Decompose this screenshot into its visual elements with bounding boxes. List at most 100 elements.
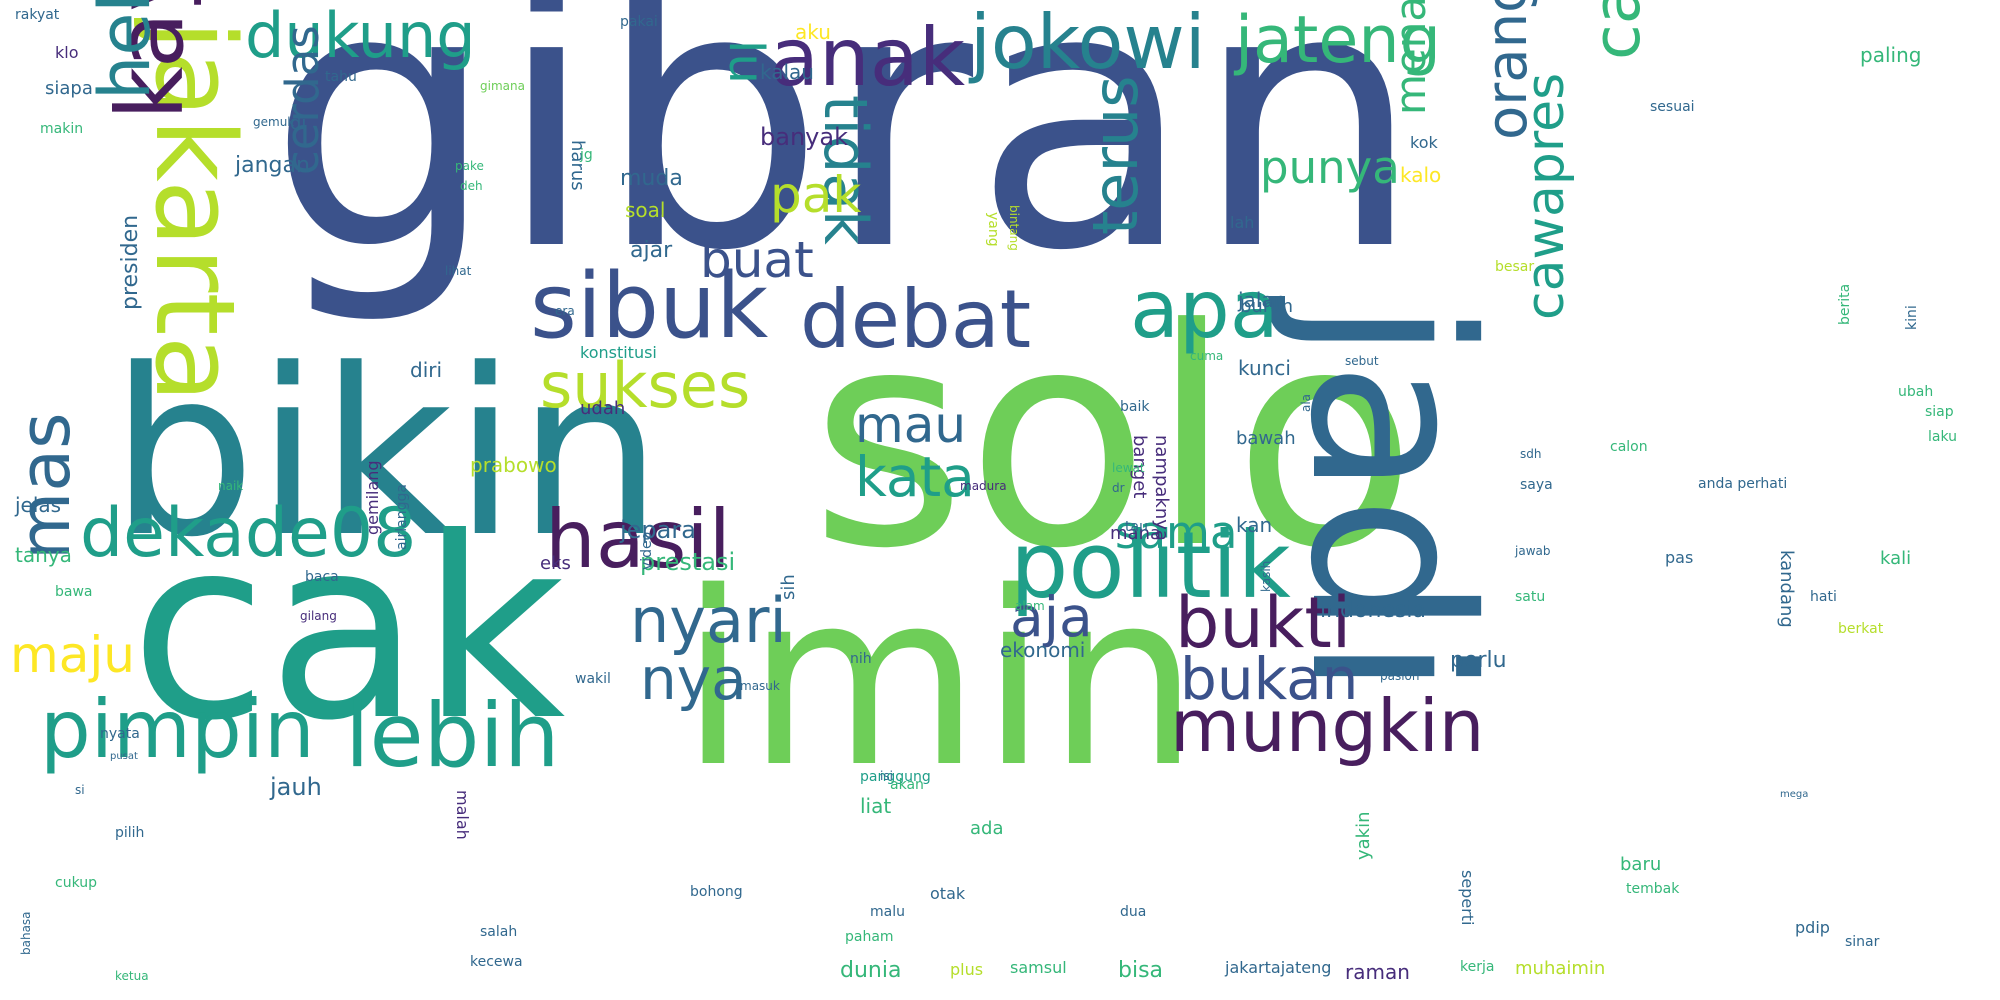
word-terus: terus bbox=[1079, 75, 1152, 235]
word-pas: pas bbox=[1665, 548, 1694, 567]
word-dr: dr bbox=[1112, 481, 1125, 495]
word-baru: baru bbox=[1620, 854, 1662, 875]
word-buat: buat bbox=[700, 231, 814, 289]
word-maju: maju bbox=[10, 626, 135, 684]
word-sibuk: sibuk bbox=[530, 254, 769, 359]
word-si: si bbox=[75, 783, 85, 797]
word-indonesia: indonesia bbox=[1320, 598, 1427, 623]
word-bukan: bukan bbox=[1180, 645, 1359, 713]
word-mau: mau bbox=[855, 396, 967, 454]
word-prabowo: prabowo bbox=[470, 453, 557, 477]
word-jateng: jateng bbox=[1235, 3, 1441, 78]
word-menang: menang bbox=[1386, 0, 1435, 115]
word-saya: saya bbox=[1520, 477, 1553, 493]
word-isi: isi bbox=[880, 769, 893, 783]
word-di: di bbox=[290, 113, 307, 134]
word-cuma: cuma bbox=[1190, 349, 1224, 363]
word-bohong: bohong bbox=[690, 884, 743, 900]
word-udah: udah bbox=[580, 398, 626, 419]
word-presiden: presiden bbox=[118, 214, 143, 310]
word-debat: debat bbox=[800, 273, 1032, 366]
word-tahu: tahu bbox=[325, 69, 357, 85]
word-bukti: bukti bbox=[1175, 582, 1352, 664]
word-tembak: tembak bbox=[1626, 881, 1680, 897]
word-panggung: panggung bbox=[860, 769, 931, 785]
word-cukup: cukup bbox=[55, 875, 98, 891]
word-siapa: siapa bbox=[45, 78, 93, 99]
word-pusat: pusat bbox=[110, 751, 138, 762]
word-nyari: nyari bbox=[630, 584, 787, 657]
word-kali: kali bbox=[1880, 548, 1912, 569]
word-kalo: kalo bbox=[1400, 163, 1442, 187]
word-pilih: pilih bbox=[115, 825, 145, 841]
word-bahasa: bahasa bbox=[19, 911, 33, 955]
word-ada: ada bbox=[970, 818, 1004, 839]
word-siap: siap bbox=[1925, 404, 1954, 420]
word-bikin: bikin bbox=[110, 321, 663, 588]
word-kalau: kalau bbox=[760, 60, 814, 84]
word-salah: salah bbox=[480, 924, 518, 940]
word-dua: dua bbox=[1120, 904, 1147, 920]
word-makin: makin bbox=[40, 121, 84, 137]
word-jalan: jalan bbox=[1238, 288, 1287, 312]
word-diri: diri bbox=[410, 358, 443, 382]
word-malah: malah bbox=[453, 790, 472, 840]
word-samsul: samsul bbox=[1010, 958, 1067, 977]
word-aku: aku bbox=[795, 20, 831, 44]
word-liat: liat bbox=[860, 794, 892, 818]
word-plus: plus bbox=[950, 960, 984, 979]
word-kok: kok bbox=[1410, 133, 1438, 152]
word-sdh: sdh bbox=[1520, 447, 1542, 461]
word-ekonomi: ekonomi bbox=[1000, 638, 1086, 662]
word-satu: satu bbox=[1515, 589, 1546, 605]
word-gemilang: gemilang bbox=[363, 460, 382, 535]
word-lebih: lebih bbox=[345, 684, 560, 787]
word-konstitusi: konstitusi bbox=[580, 343, 657, 362]
word-anak: anak bbox=[770, 11, 966, 104]
word-politik: politik bbox=[1010, 512, 1291, 619]
word-lewat: lewat bbox=[1112, 461, 1145, 475]
word-paham: paham bbox=[845, 929, 894, 945]
word-nya: nya bbox=[640, 645, 747, 713]
word-kunci: kunci bbox=[1238, 356, 1291, 380]
word-ala: ala bbox=[1299, 393, 1313, 412]
word-banyak: banyak bbox=[760, 123, 848, 151]
word-pimpin: pimpin bbox=[40, 683, 315, 776]
word-gilang: gilang bbox=[300, 609, 337, 623]
word-lah: lah bbox=[1230, 213, 1255, 232]
word-kandang: kandang bbox=[1776, 550, 1797, 628]
word-bawah: bawah bbox=[1236, 428, 1296, 449]
word-mungkin: mungkin bbox=[1170, 684, 1485, 768]
word-sebut: sebut bbox=[1345, 354, 1379, 368]
word-soal: soal bbox=[625, 198, 666, 222]
word-gibran: gibran bbox=[268, 0, 1422, 329]
word-kini: kini bbox=[1904, 305, 1920, 330]
word-yakin: yakin bbox=[1353, 811, 1374, 860]
word-apa: apa bbox=[1130, 263, 1279, 356]
word-hasil: hasil bbox=[545, 493, 731, 586]
word-masuk: masuk bbox=[740, 679, 780, 693]
word-perlu: perlu bbox=[1450, 648, 1507, 673]
word-punya: punya bbox=[1260, 141, 1400, 194]
word-buruh: buruh bbox=[1240, 296, 1294, 317]
word-nih: nih bbox=[850, 651, 872, 667]
word-cawapres: cawapres bbox=[1516, 72, 1576, 320]
word-jakartajateng: jakartajateng bbox=[1225, 958, 1332, 977]
word-sinar: sinar bbox=[1845, 934, 1880, 950]
word-muhaimin: muhaimin bbox=[1515, 958, 1606, 979]
word-om: paslon bbox=[1380, 669, 1420, 683]
word-paling: paling bbox=[1860, 43, 1922, 67]
word-tau: tau bbox=[1125, 519, 1148, 535]
word-aja: aja bbox=[1010, 585, 1093, 649]
word-wakil: wakil bbox=[575, 671, 611, 687]
word-prestasi: prestasi bbox=[640, 548, 736, 576]
word-kan: kan bbox=[1236, 513, 1273, 537]
word-pak: pak bbox=[770, 166, 862, 224]
word-nyata: nyata bbox=[100, 726, 140, 742]
word-madura: madura bbox=[960, 479, 1007, 493]
word-jepara: jepara bbox=[620, 516, 696, 544]
word-video: video bbox=[639, 531, 655, 570]
word-baik: baik bbox=[1120, 399, 1150, 415]
word-kasih: kasih bbox=[1259, 560, 1273, 592]
